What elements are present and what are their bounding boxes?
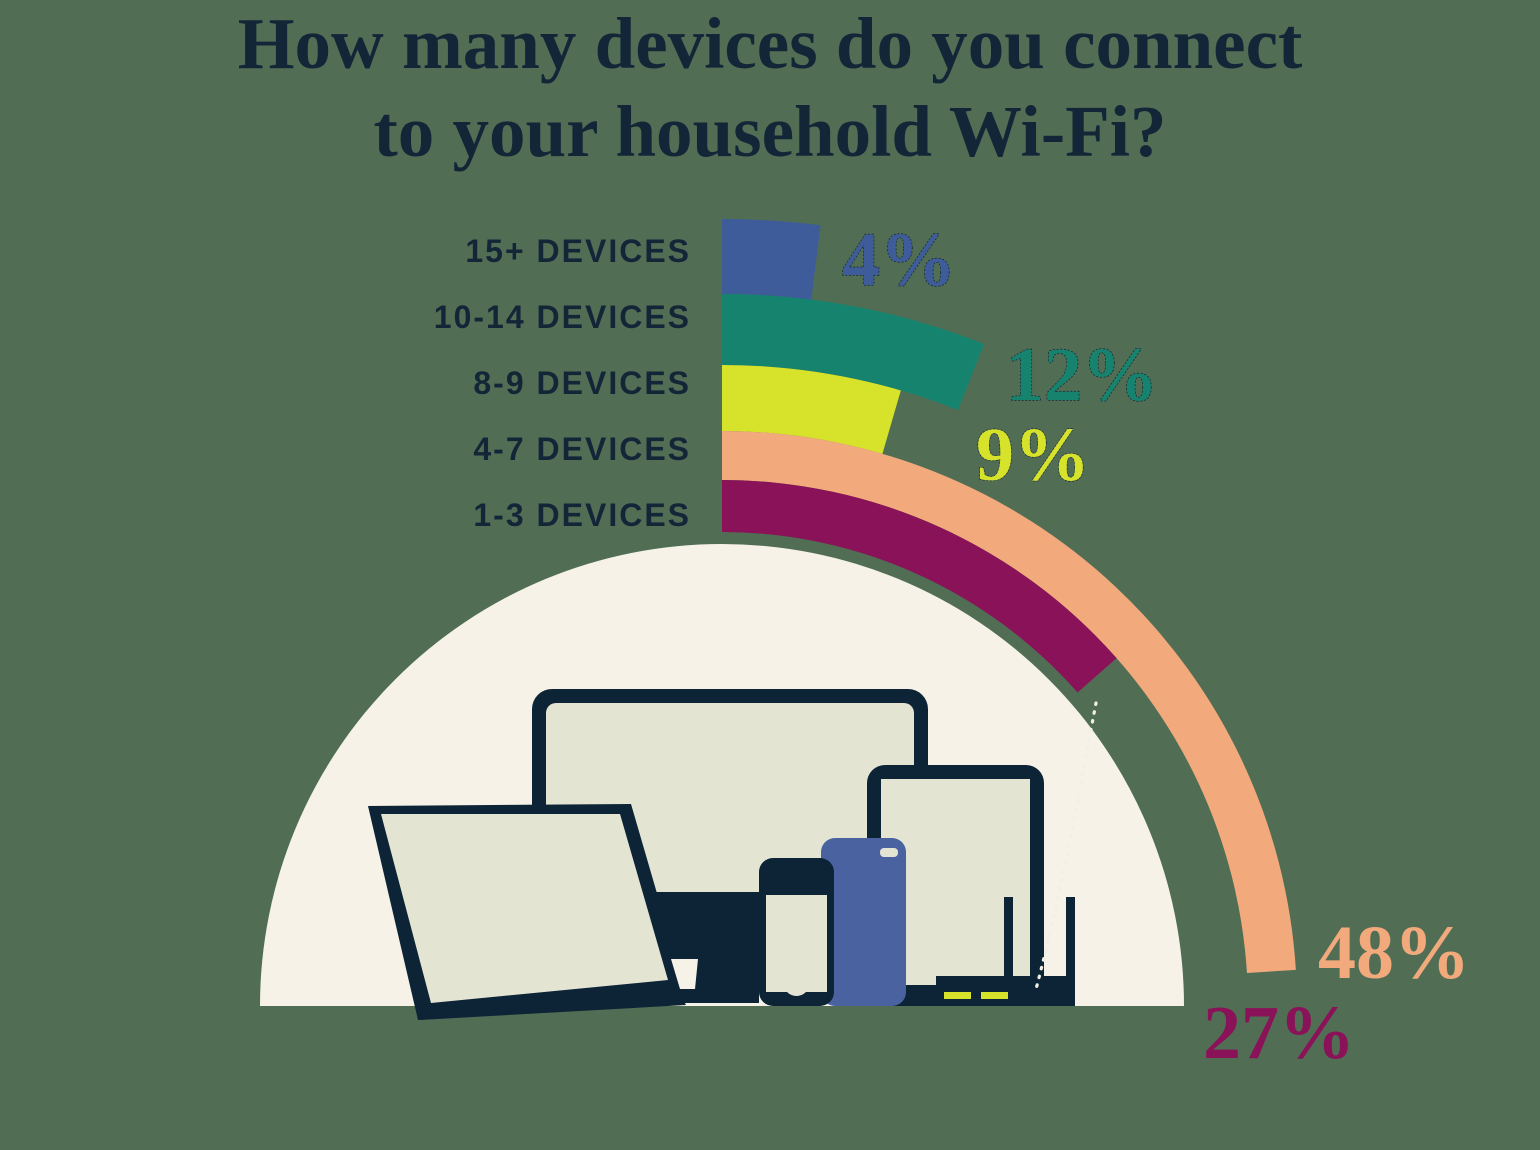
svg-text:4%: 4%: [842, 218, 956, 302]
svg-text:12%: 12%: [1006, 333, 1158, 417]
svg-text:48%: 48%: [1318, 911, 1470, 995]
svg-text:27%: 27%: [1203, 991, 1355, 1075]
svg-text:9%: 9%: [976, 413, 1090, 497]
